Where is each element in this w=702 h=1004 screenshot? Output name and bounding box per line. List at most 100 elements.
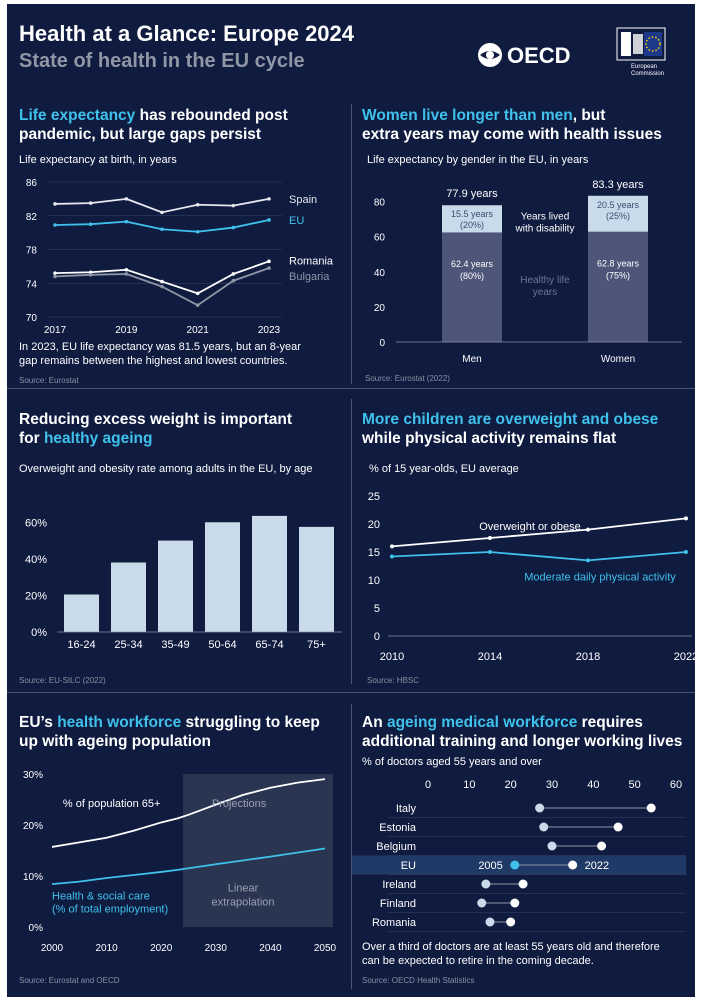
dot-2022 [518, 879, 528, 889]
y-tick-label: 60 [374, 233, 386, 244]
bar-35-49 [158, 540, 193, 632]
bar-segment-pct: (75%) [606, 271, 630, 281]
panel5-source: Source: Eurostat and OECD [19, 976, 120, 985]
y-tick-label: 82 [26, 212, 38, 223]
y-tick-label: 20 [374, 303, 386, 314]
y-tick-label: 15 [368, 547, 380, 559]
page-title: Health at a Glance: Europe 2024 [19, 21, 355, 46]
series-label: Romania [289, 255, 334, 267]
x-tick-label: 2017 [44, 325, 67, 336]
data-point [124, 267, 129, 272]
projections-label: Projections [212, 798, 267, 810]
label-2022: 2022 [585, 860, 609, 872]
series-label-activity: Moderate daily physical activity [524, 571, 676, 583]
divider-vertical-bottom [351, 704, 352, 989]
data-point [124, 272, 129, 276]
oecd-logo: OECD [477, 42, 587, 70]
series-line [51, 778, 326, 848]
row-label-eu: EU [401, 860, 416, 872]
x-tick-label: 20 [505, 779, 517, 791]
series-label: Spain [289, 194, 317, 206]
series-label: Bulgaria [289, 271, 330, 283]
data-point [267, 218, 271, 222]
x-tick-label: 2030 [205, 943, 228, 954]
series-line-romania [54, 260, 270, 295]
y-tick-label: 0 [374, 631, 380, 643]
data-point [195, 229, 200, 234]
divider-horizontal-1 [7, 388, 695, 389]
y-tick-label: 70 [26, 313, 38, 324]
data-point [267, 259, 271, 264]
panel2-source: Source: Eurostat (2022) [365, 374, 450, 383]
data-point [684, 516, 688, 521]
data-point [231, 203, 236, 208]
x-category-label: 65-74 [255, 639, 283, 651]
series-label-overweight: Overweight or obese [479, 521, 581, 533]
series-label: EU [289, 215, 304, 227]
y-tick-label: 60% [25, 517, 47, 529]
panel4-heading: More children are overweight and obese w… [362, 411, 659, 447]
dot-2005 [477, 898, 487, 908]
x-tick-label: 10 [463, 779, 475, 791]
dot-2005 [547, 841, 557, 851]
dot-2022 [506, 917, 516, 927]
y-tick-label: 5 [374, 603, 380, 615]
x-category-label: 35-49 [161, 639, 189, 651]
data-point [586, 558, 590, 563]
dot-2005 [535, 803, 545, 813]
data-point [586, 527, 590, 532]
label-2005: 2005 [478, 860, 502, 872]
panel2-caption: Life expectancy by gender in the EU, in … [367, 154, 589, 166]
data-point [53, 274, 57, 279]
data-point [488, 536, 492, 540]
panel1-note: In 2023, EU life expectancy was 81.5 yea… [19, 341, 301, 367]
data-point [231, 272, 236, 276]
label-care-line1: Health & social care [52, 890, 150, 902]
bar-years-with-disability [588, 195, 648, 232]
row-label-romania: Romania [372, 917, 417, 929]
ec-logo-line2: Commission [631, 71, 665, 77]
panel1-caption: Life expectancy at birth, in years [19, 154, 177, 166]
bar-65-74 [252, 515, 287, 632]
extrapolation-label-line2: extrapolation [212, 896, 275, 908]
gender-life-expectancy-chart: 80 60 40 20 0 77.9 years 15.5 years(20%) 62.4 y… [374, 179, 682, 365]
life-expectancy-chart: 86 82 78 74 70 2017 2019 2021 2023 Spain EU Romania… [26, 178, 334, 336]
y-tick-label: 25 [368, 491, 380, 503]
data-point [124, 197, 129, 201]
health-workforce-chart: 30% 20% 10% 0% 2000 2010 2020 2030 2040 2050 Proje… [23, 770, 337, 954]
data-point [267, 197, 271, 201]
y-tick-label: 80 [374, 198, 386, 209]
label-care-line2: (% of total employment) [52, 903, 168, 915]
bar-segment-label: 62.8 years [597, 259, 640, 269]
bar-total-label: 83.3 years [592, 179, 644, 191]
infographic: Health at a Glance: Europe 2024 State of… [7, 4, 695, 997]
bar-50-64 [205, 522, 240, 632]
legend-healthy-line2: years [533, 287, 557, 298]
extrapolation-label-line1: Linear [228, 882, 259, 894]
dot-2022 [597, 841, 607, 851]
panel6-note: Over a third of doctors are at least 55 … [362, 941, 660, 967]
y-tick-label: 0 [379, 338, 385, 349]
bar-segment-pct: (25%) [606, 211, 630, 221]
x-tick-label: 40 [587, 779, 599, 791]
data-point [53, 202, 57, 206]
data-point [160, 284, 164, 289]
y-tick-label: 0% [29, 923, 44, 934]
divider-horizontal-2 [7, 692, 695, 693]
doctors-aged-55-chart: 0 10 20 30 40 50 60 Italy Estonia Belgium EU 2005 20… [352, 779, 686, 932]
data-point [390, 544, 394, 549]
x-tick-label: 0 [425, 779, 431, 791]
y-tick-label: 10% [23, 872, 43, 883]
overweight-by-age-chart: 60% 40% 20% 0% 16-24 25-34 35-49 50-64 65-74 75+ [25, 515, 342, 651]
bar-total-label: 77.9 years [446, 188, 498, 200]
dot-2022 [510, 898, 520, 908]
legend-disability-line2: with disability [515, 224, 575, 235]
x-tick-label: 2040 [259, 943, 282, 954]
divider-vertical-top [351, 104, 352, 384]
bar-75+ [299, 526, 334, 632]
dot-2022 [568, 860, 578, 870]
x-category-label: 50-64 [208, 639, 236, 651]
x-category-label: Women [601, 354, 635, 365]
x-category-label: 25-34 [114, 639, 142, 651]
